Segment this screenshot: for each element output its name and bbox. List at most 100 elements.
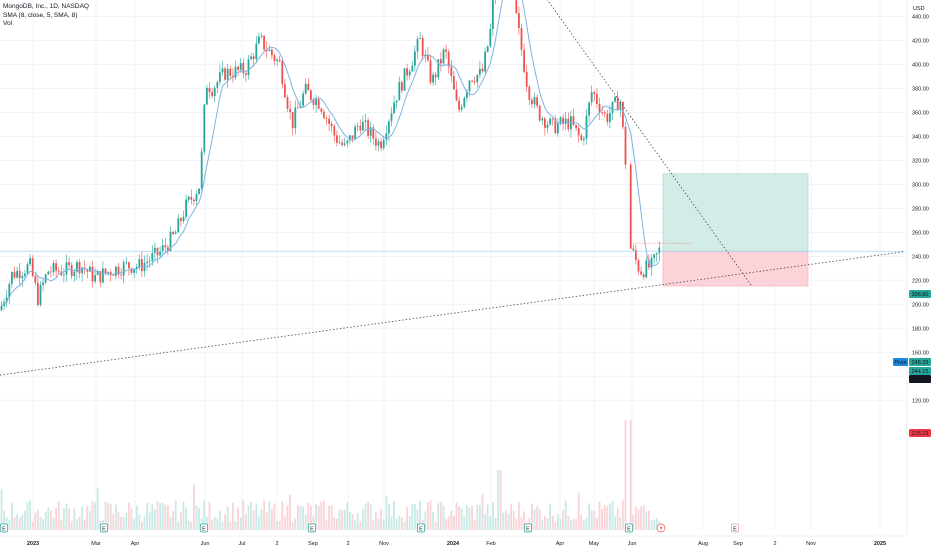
candle[interactable] [289,108,291,113]
candle[interactable] [8,283,11,298]
candle[interactable] [141,259,143,272]
candle[interactable] [546,124,549,128]
candle[interactable] [330,123,333,127]
candle[interactable] [310,90,312,100]
time-axis[interactable]: 2023 Mar Apr Jun Jul 2 Sep 2 Nov 2024 Feb Apr May Jun… [0,535,905,547]
candle[interactable] [601,112,603,114]
candle[interactable] [42,282,44,285]
candle[interactable] [385,133,388,141]
candle[interactable] [596,94,598,104]
earnings-marker[interactable] [625,523,633,533]
candle[interactable] [411,65,414,72]
candle[interactable] [372,127,375,139]
candle[interactable] [180,218,182,222]
candle[interactable] [466,91,468,98]
candle[interactable] [403,68,406,91]
candle[interactable] [182,216,185,222]
candle[interactable] [258,36,260,44]
candle[interactable] [369,127,372,136]
candle[interactable] [29,258,31,265]
candle[interactable] [125,262,128,264]
candle[interactable] [354,126,356,139]
candle[interactable] [273,55,276,62]
candle[interactable] [297,107,299,109]
candle[interactable] [432,74,434,83]
candle[interactable] [536,97,538,106]
candle[interactable] [346,140,349,144]
candle[interactable] [86,269,89,272]
candle[interactable] [60,271,63,276]
candle[interactable] [624,126,627,165]
candle[interactable] [39,284,42,305]
earnings-marker[interactable] [417,523,425,533]
candle[interactable] [341,142,343,145]
candle[interactable] [416,38,419,52]
candle[interactable] [307,83,310,91]
candle[interactable] [94,275,96,282]
candle[interactable] [479,68,481,75]
candle[interactable] [172,231,174,235]
earnings-marker[interactable] [524,523,532,533]
candle[interactable] [323,111,325,119]
candle[interactable] [237,66,239,70]
candle[interactable] [528,86,531,100]
candle[interactable] [99,271,102,283]
candle[interactable] [224,68,226,80]
candle[interactable] [489,28,492,47]
candle[interactable] [167,247,169,251]
candle[interactable] [102,268,104,283]
candle[interactable] [161,245,164,252]
candle[interactable] [242,63,245,74]
candle[interactable] [73,271,76,277]
sma-indicator-label[interactable]: SMA (8, close, 5, SMA, 8) [3,11,78,19]
candle[interactable] [115,266,117,276]
candle[interactable] [338,142,341,144]
candle[interactable] [31,258,34,277]
candle[interactable] [463,97,466,108]
candle[interactable] [221,68,224,73]
candle[interactable] [216,82,219,88]
chart-legend[interactable]: MongoDB, Inc., 1D, NASDAQ SMA (8, close,… [3,3,89,29]
candle[interactable] [606,113,609,122]
candle[interactable] [585,115,588,139]
candle[interactable] [349,135,351,141]
candle[interactable] [635,250,637,261]
candle[interactable] [247,59,250,75]
earnings-marker[interactable] [0,523,8,533]
candle[interactable] [533,97,536,105]
earnings-marker[interactable] [100,523,108,533]
candle[interactable] [107,271,109,273]
candle[interactable] [317,99,320,109]
candle[interactable] [567,118,570,130]
candle[interactable] [78,261,81,274]
candle[interactable] [260,35,263,37]
candle[interactable] [250,56,252,60]
candle[interactable] [208,87,211,93]
candle[interactable] [156,247,159,256]
candle[interactable] [356,126,359,127]
currency-label[interactable]: USD [913,6,925,12]
candle[interactable] [367,120,369,136]
descending-trendline[interactable] [500,0,753,287]
candle[interactable] [455,89,458,101]
candle[interactable] [424,54,427,57]
candle[interactable] [24,273,26,276]
candle[interactable] [650,257,653,268]
candle[interactable] [133,269,135,273]
candle[interactable] [544,118,546,128]
candle[interactable] [447,51,450,67]
candle[interactable] [294,107,297,129]
candle[interactable] [588,102,590,116]
candle[interactable] [598,103,601,113]
candle[interactable] [13,271,16,278]
candle[interactable] [622,101,624,127]
symbol-title[interactable]: MongoDB, Inc., 1D, NASDAQ [3,3,89,10]
position-zones[interactable] [662,173,809,287]
candle[interactable] [169,231,172,251]
candle[interactable] [146,261,148,263]
candle[interactable] [450,66,453,77]
candle[interactable] [419,37,421,39]
candle[interactable] [21,275,24,279]
candle[interactable] [640,271,642,275]
